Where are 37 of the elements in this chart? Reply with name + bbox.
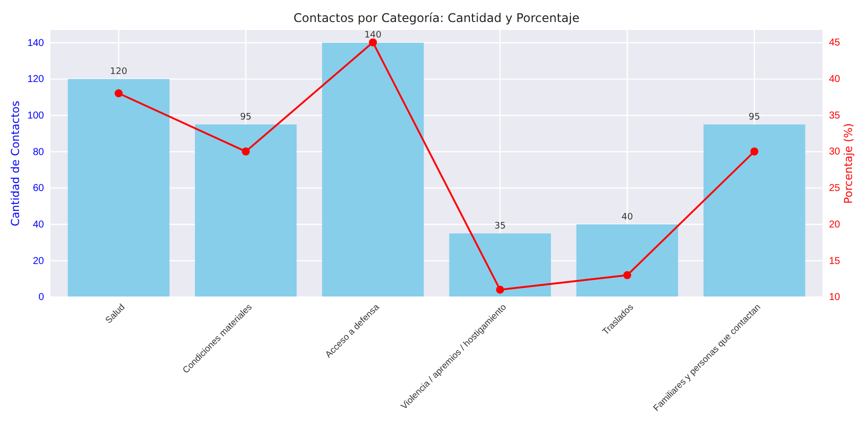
point [496,286,504,294]
bar [194,124,297,297]
y2-axis-title: Porcentaje (%) [842,123,855,204]
y2-tick-label: 25 [829,183,841,194]
y2-tick-label: 15 [829,256,841,267]
y2-tick-label: 10 [829,292,841,304]
y-tick-label: 80 [32,146,44,158]
y2-tick-label: 35 [829,110,841,122]
y2-tick-label: 45 [829,38,841,49]
data-label: 40 [621,212,634,222]
bar [68,79,170,297]
y-tick-label: 20 [32,256,44,267]
y2-tick-label: 40 [829,74,841,85]
point [750,147,758,156]
data-label: 120 [110,67,128,78]
bar [703,124,806,297]
point [242,147,250,156]
y-axis-title: Cantidad de Contactos [9,100,22,226]
bar [449,233,551,297]
point [623,271,632,280]
chart-title: Contactos por Categoría: Cantidad y Porcentaje [294,11,580,25]
y-tick-label: 0 [38,292,44,304]
y-tick-label: 60 [32,183,44,194]
data-label: 35 [494,221,506,232]
data-label: 140 [364,30,382,41]
y-tick-label: 120 [27,74,44,86]
data-label: 95 [748,112,760,122]
bar [322,42,424,297]
y2-tick-label: 30 [829,146,841,158]
y2-tick-label: 20 [829,219,841,230]
point [368,38,377,46]
data-label: 95 [240,112,252,122]
point [114,89,123,98]
y-tick-label: 40 [32,220,44,231]
y-tick-label: 100 [27,110,44,122]
bar [576,224,678,297]
y-tick-label: 140 [27,38,44,49]
